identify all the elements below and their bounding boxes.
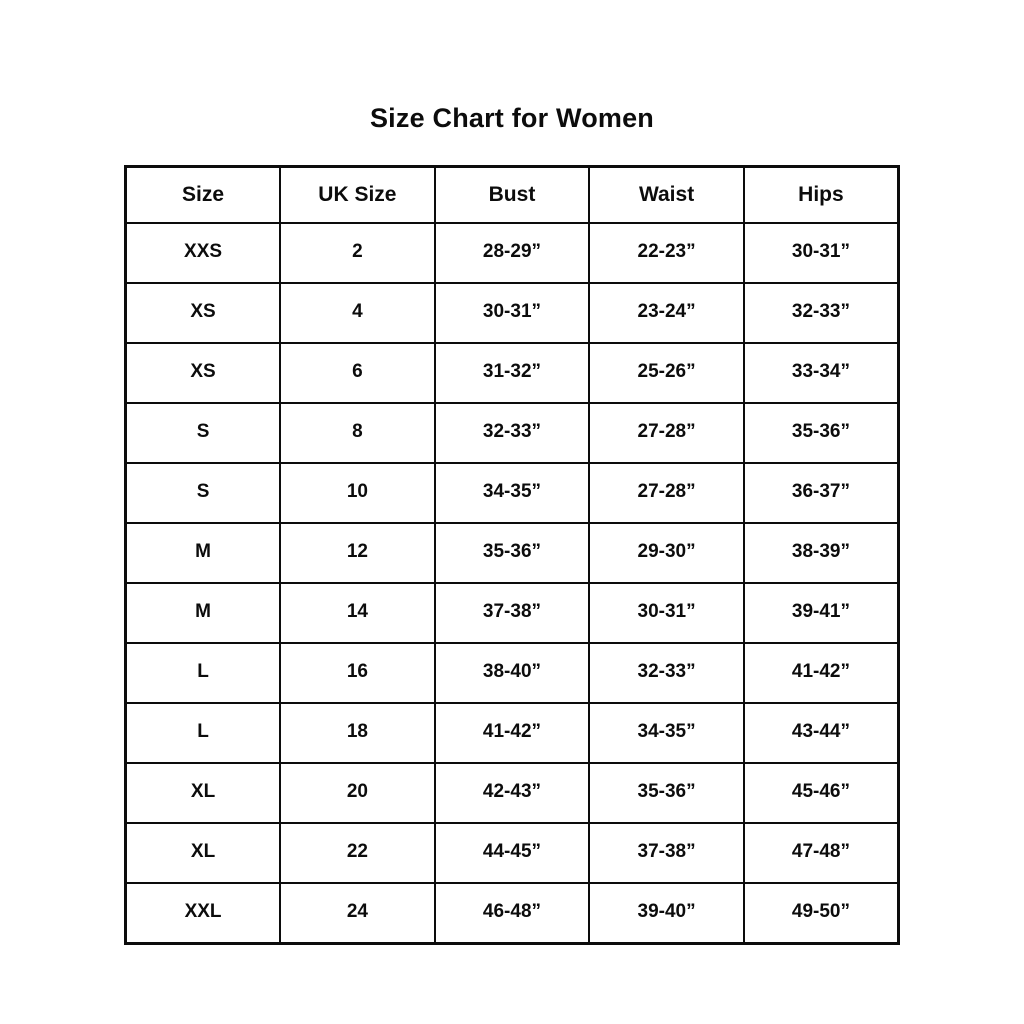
table-cell: 32-33” xyxy=(742,282,900,344)
column-header-size: Size xyxy=(124,165,282,224)
table-cell: 38-40” xyxy=(433,642,591,704)
table-cell: 42-43” xyxy=(433,762,591,824)
table-cell: 41-42” xyxy=(742,642,900,704)
table-cell: 36-37” xyxy=(742,462,900,524)
table-cell: 33-34” xyxy=(742,342,900,404)
table-cell: 27-28” xyxy=(588,462,745,524)
table-cell: 35-36” xyxy=(742,402,900,464)
page-title: Size Chart for Women xyxy=(369,103,655,133)
table-cell: XXL xyxy=(124,882,282,945)
table-cell: 47-48” xyxy=(742,822,900,884)
table-cell: 28-29” xyxy=(433,222,591,284)
table-cell: S xyxy=(124,402,282,464)
table-cell: 38-39” xyxy=(742,522,900,584)
table-cell: 10 xyxy=(279,462,436,524)
table-cell: 31-32” xyxy=(433,342,591,404)
column-header-bust: Bust xyxy=(433,165,591,224)
table-cell: 22-23” xyxy=(588,222,745,284)
table-row: M 12 35-36” 29-30” 38-39” xyxy=(124,522,900,584)
table-cell: M xyxy=(124,522,282,584)
table-cell: M xyxy=(124,582,282,644)
table-cell: 16 xyxy=(279,642,436,704)
table-cell: 22 xyxy=(279,822,436,884)
table-row: M 14 37-38” 30-31” 39-41” xyxy=(124,582,900,644)
table-row: XL 20 42-43” 35-36” 45-46” xyxy=(124,762,900,824)
table-cell: 23-24” xyxy=(588,282,745,344)
header-row: Size UK Size Bust Waist Hips xyxy=(124,165,900,224)
table-row: L 18 41-42” 34-35” 43-44” xyxy=(124,702,900,764)
table-cell: 12 xyxy=(279,522,436,584)
table-cell: XXS xyxy=(124,222,282,284)
table-cell: 32-33” xyxy=(588,642,745,704)
table-cell: L xyxy=(124,642,282,704)
table-cell: 30-31” xyxy=(588,582,745,644)
table-row: S 10 34-35” 27-28” 36-37” xyxy=(124,462,900,524)
table-header: Size UK Size Bust Waist Hips xyxy=(124,165,900,224)
table-cell: 34-35” xyxy=(588,702,745,764)
table-cell: L xyxy=(124,702,282,764)
table-cell: 37-38” xyxy=(433,582,591,644)
table-cell: XS xyxy=(124,342,282,404)
table-cell: 32-33” xyxy=(433,402,591,464)
table-cell: 24 xyxy=(279,882,436,945)
table-row: XL 22 44-45” 37-38” 47-48” xyxy=(124,822,900,884)
table-cell: 29-30” xyxy=(588,522,745,584)
table-cell: 25-26” xyxy=(588,342,745,404)
table-body: XXS 2 28-29” 22-23” 30-31” XS 4 30-31” 23-24” 32-… xyxy=(124,222,900,945)
table-cell: 27-28” xyxy=(588,402,745,464)
table-cell: XS xyxy=(124,282,282,344)
table-row: XXS 2 28-29” 22-23” 30-31” xyxy=(124,222,900,284)
table-cell: 43-44” xyxy=(742,702,900,764)
column-header-hips: Hips xyxy=(742,165,900,224)
column-header-waist: Waist xyxy=(588,165,745,224)
table-cell: 41-42” xyxy=(433,702,591,764)
table-cell: 39-41” xyxy=(742,582,900,644)
table-cell: 14 xyxy=(279,582,436,644)
table-cell: 6 xyxy=(279,342,436,404)
table-cell: 37-38” xyxy=(588,822,745,884)
table-cell: 4 xyxy=(279,282,436,344)
table-cell: 45-46” xyxy=(742,762,900,824)
table-cell: 20 xyxy=(279,762,436,824)
table-cell: 39-40” xyxy=(588,882,745,945)
table-cell: 35-36” xyxy=(588,762,745,824)
table-cell: 46-48” xyxy=(433,882,591,945)
table-cell: XL xyxy=(124,762,282,824)
table-cell: 44-45” xyxy=(433,822,591,884)
table-row: L 16 38-40” 32-33” 41-42” xyxy=(124,642,900,704)
size-chart-table: Size UK Size Bust Waist Hips XXS 2 28-29” 22-23… xyxy=(124,165,900,945)
table-row: XS 4 30-31” 23-24” 32-33” xyxy=(124,282,900,344)
column-header-uk-size: UK Size xyxy=(279,165,436,224)
table-cell: S xyxy=(124,462,282,524)
table-cell: 49-50” xyxy=(742,882,900,945)
table-cell: 8 xyxy=(279,402,436,464)
table-cell: 35-36” xyxy=(433,522,591,584)
table-cell: 30-31” xyxy=(433,282,591,344)
table-cell: 30-31” xyxy=(742,222,900,284)
table-row: XXL 24 46-48” 39-40” 49-50” xyxy=(124,882,900,945)
table-row: XS 6 31-32” 25-26” 33-34” xyxy=(124,342,900,404)
table-cell: XL xyxy=(124,822,282,884)
table-cell: 2 xyxy=(279,222,436,284)
table-row: S 8 32-33” 27-28” 35-36” xyxy=(124,402,900,464)
table-cell: 34-35” xyxy=(433,462,591,524)
table-cell: 18 xyxy=(279,702,436,764)
